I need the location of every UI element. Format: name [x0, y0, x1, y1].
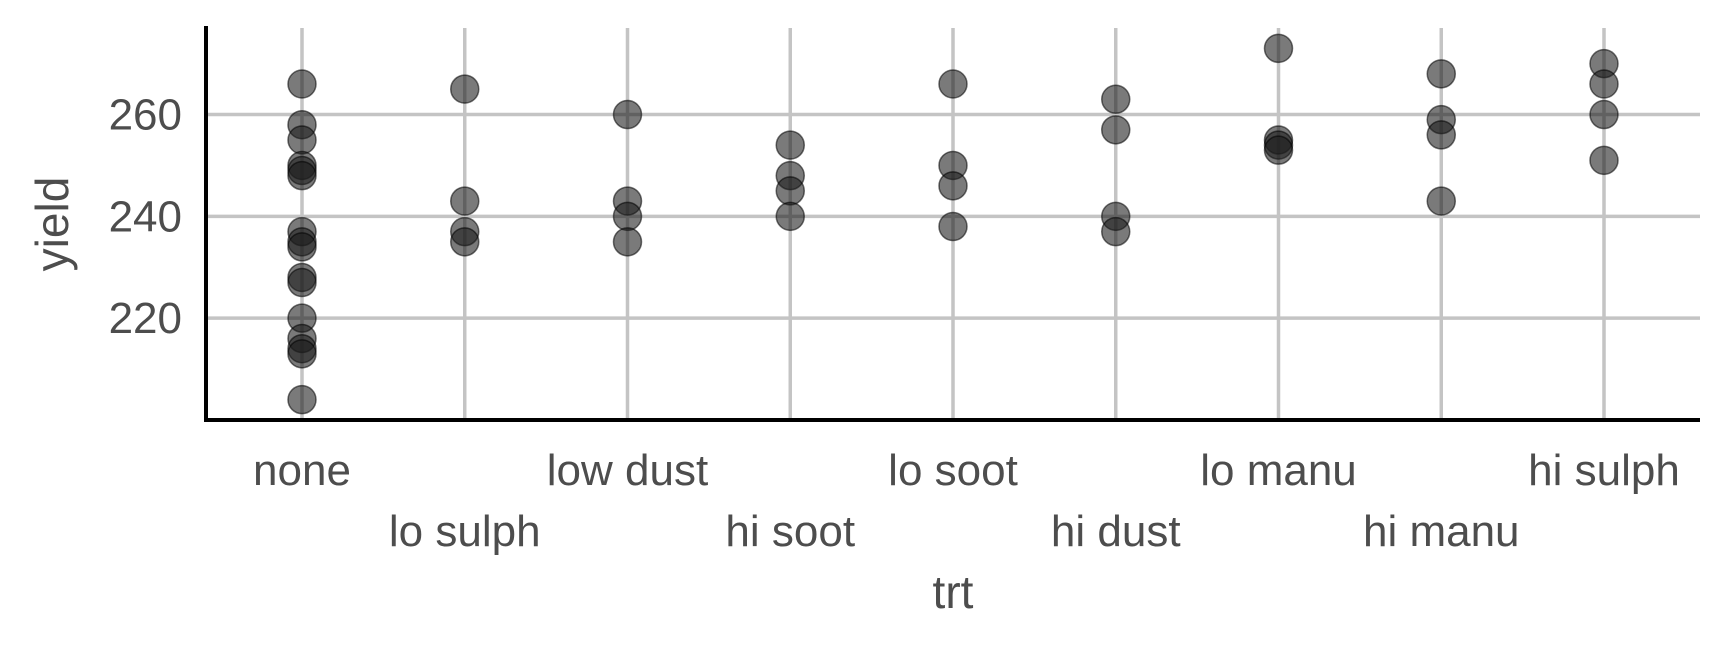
data-point — [612, 201, 643, 232]
data-point — [1263, 135, 1294, 165]
data-point — [287, 384, 317, 415]
x-tick-label: hi manu — [1363, 507, 1520, 556]
y-tick-label: 240 — [109, 192, 182, 241]
x-tick-label: none — [253, 446, 351, 495]
data-point — [1426, 59, 1456, 89]
data-point — [1101, 84, 1131, 115]
x-axis-title: trt — [933, 566, 974, 618]
x-tick-label: lo soot — [888, 446, 1018, 495]
data-point — [775, 201, 805, 232]
y-tick-label: 220 — [109, 294, 182, 343]
data-point — [1589, 69, 1619, 99]
data-point — [938, 211, 968, 242]
data-point — [612, 99, 643, 130]
data-point — [1263, 33, 1294, 64]
data-point — [612, 227, 643, 257]
data-point — [287, 232, 317, 262]
data-point — [775, 130, 805, 160]
data-point — [287, 69, 317, 99]
y-axis-title: yield — [26, 177, 78, 272]
data-point — [1101, 115, 1131, 145]
data-point — [1589, 99, 1619, 130]
data-point — [450, 227, 480, 257]
data-point — [287, 160, 317, 191]
y-tick-label: 260 — [109, 91, 182, 140]
axes — [204, 26, 1700, 422]
data-point — [287, 267, 317, 298]
data-point — [450, 186, 480, 216]
x-tick-label: lo manu — [1200, 446, 1357, 495]
x-tick-label: lo sulph — [389, 507, 541, 556]
x-tick-label: low dust — [547, 446, 708, 495]
x-tick-label: hi soot — [725, 507, 855, 556]
data-point — [1426, 120, 1456, 150]
data-point — [1589, 145, 1619, 176]
data-point — [287, 339, 317, 369]
data-point — [1101, 216, 1131, 247]
x-tick-label: hi dust — [1051, 507, 1181, 556]
x-tick-label: hi sulph — [1528, 446, 1680, 495]
data-point — [938, 69, 968, 99]
data-point — [775, 176, 805, 206]
data-point — [938, 171, 968, 201]
data-point — [1426, 186, 1456, 216]
data-point — [287, 125, 317, 155]
data-point — [450, 74, 480, 104]
data-points — [287, 33, 1619, 415]
